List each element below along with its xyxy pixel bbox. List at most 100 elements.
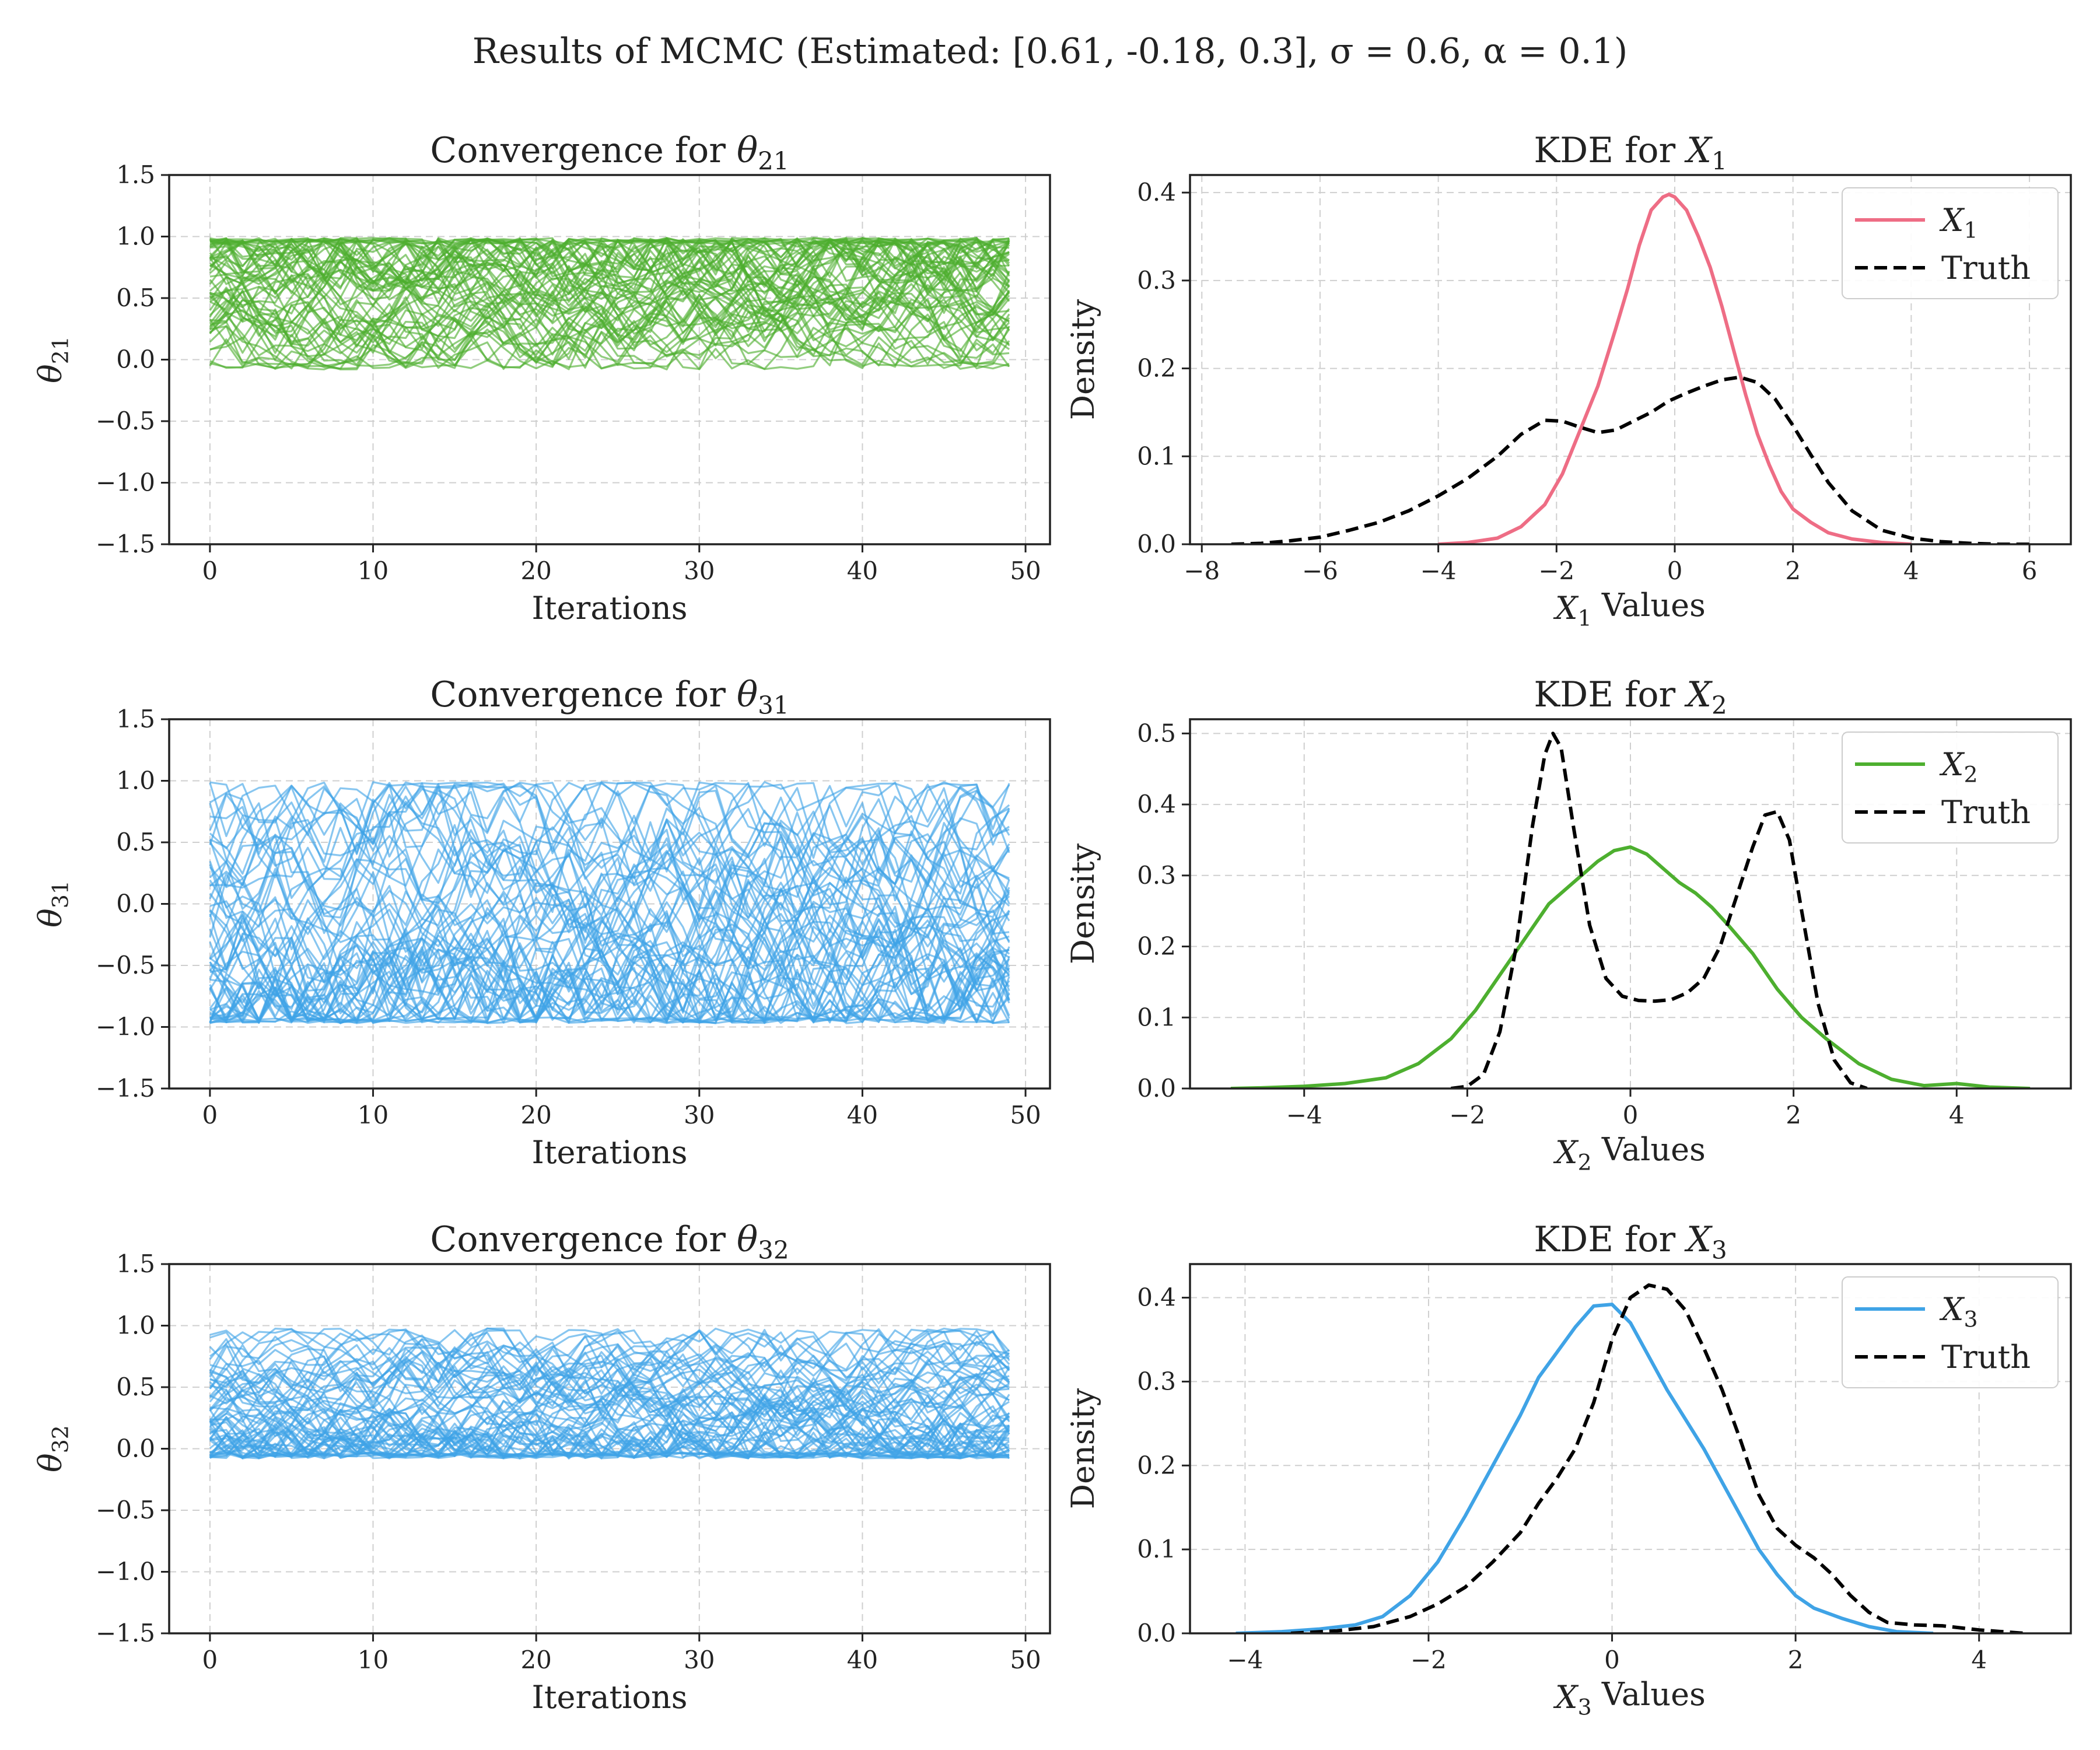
x-tick-label: 30	[684, 1101, 715, 1129]
trace-chain-57	[209, 1340, 1010, 1433]
trace-chain-50	[209, 280, 1010, 369]
x-axis-label: X2 Values	[1553, 1131, 1706, 1175]
trace-chain-39	[209, 1330, 1010, 1412]
y-tick-label: 1.5	[116, 705, 155, 733]
x-tick-label: 2	[1786, 1101, 1801, 1129]
trace-chain-52	[209, 237, 1010, 305]
panel-kde3: −4 −2 0 2 4 0.0 0.1 0.2 0.3 0.4 KDE for X3 X3 Value…	[1065, 1219, 2072, 1720]
x-tick-label: −4	[1420, 556, 1457, 585]
y-axis-label: θ32	[32, 1425, 73, 1472]
trace-chain-55	[209, 785, 1010, 955]
x-tick-label: 30	[684, 1646, 715, 1674]
x-tick-label: 10	[358, 1646, 388, 1674]
plot-area	[209, 781, 1010, 1024]
ticks: −4 −2 0 2 4 0.0 0.1 0.2 0.3 0.4 0.5	[1137, 719, 1964, 1129]
x-tick-label: −2	[1538, 556, 1574, 585]
trace-chain-45	[209, 908, 1010, 1023]
y-tick-label: 0.0	[1137, 1074, 1176, 1102]
plot-area	[209, 1327, 1010, 1460]
legend-label: Truth	[1941, 794, 2031, 831]
trace-chain-41	[209, 1362, 1010, 1428]
trace-chain-57	[209, 781, 1010, 929]
ticks: −8 −6 −4 −2 0 2 4 6 0.0 0.1 0.2 0.3 0.4	[1137, 178, 2037, 585]
y-tick-label: 1.0	[116, 222, 155, 251]
y-tick-label: 0.0	[116, 345, 155, 374]
y-tick-label: 1.5	[116, 1250, 155, 1278]
trace-chain-50	[209, 816, 1010, 981]
y-tick-label: 0.5	[116, 284, 155, 312]
y-tick-label: −1.5	[96, 1619, 155, 1647]
legend: X3 Truth	[1842, 1276, 2059, 1388]
trace-chain-57	[209, 284, 1010, 370]
trace-chain-56	[209, 237, 1010, 298]
y-axis-label: θ21	[32, 336, 73, 383]
y-tick-label: 0.4	[1137, 790, 1176, 818]
y-tick-label: 0.3	[1137, 861, 1176, 890]
axes-frame	[1189, 174, 2072, 545]
trace-chain-38	[209, 783, 1010, 960]
x-tick-label: 0	[1623, 1101, 1639, 1129]
panel-title: Convergence for θ32	[430, 1219, 789, 1265]
x-axis-label: Iterations	[532, 1134, 688, 1171]
y-tick-label: −0.5	[96, 1496, 155, 1524]
trace-chain-55	[209, 237, 1010, 306]
y-tick-label: 0.2	[1137, 354, 1176, 383]
trace-chain-43	[209, 1382, 1010, 1458]
x-axis-label: X1 Values	[1553, 587, 1706, 631]
ticks: 0 10 20 30 40 50 −1.5 −1.0 −0.5 0.0 0.5 1.0 1.5	[96, 1250, 1041, 1674]
trace-chain-49	[209, 885, 1010, 1023]
panels: 0 10 20 30 40 50 −1.5 −1.0 −0.5 0.0 0.5 1.0 1.5 Conve…	[32, 130, 2072, 1720]
panel-title: Convergence for θ21	[430, 130, 789, 176]
x-tick-label: −6	[1302, 556, 1338, 585]
trace-chain-53	[209, 781, 1010, 878]
plot-area	[1231, 192, 2030, 544]
x-tick-label: 30	[684, 556, 715, 585]
x-tick-label: 4	[1949, 1101, 1965, 1129]
x-tick-label: 40	[847, 556, 878, 585]
plot-area	[209, 237, 1010, 370]
trace-chain-54	[209, 782, 1010, 936]
trace-chain-58	[209, 302, 1010, 370]
x-axis-label: X3 Values	[1553, 1676, 1706, 1720]
y-tick-label: −1.0	[96, 468, 155, 497]
trace-chain-59	[209, 908, 1010, 1024]
trace-chain-51	[209, 1328, 1010, 1398]
trace-chain-58	[209, 903, 1010, 1022]
legend-label: X2	[1939, 746, 1978, 787]
y-tick-label: −1.0	[96, 1013, 155, 1041]
trace-chain-41	[209, 824, 1010, 984]
truth-kde-line	[1290, 1283, 2025, 1633]
trace-chain-9	[209, 1399, 1010, 1460]
estimated-kde-line	[1438, 192, 1912, 544]
x-tick-label: −4	[1227, 1646, 1263, 1674]
trace-chain-30	[209, 237, 1010, 299]
trace-chain-31	[209, 1332, 1010, 1421]
x-tick-label: 20	[520, 556, 551, 585]
trace-chain-28	[209, 802, 1010, 930]
trace-chain-55	[209, 1348, 1010, 1456]
trace-chain-35	[209, 906, 1010, 1024]
y-tick-label: 0.5	[116, 828, 155, 856]
y-tick-label: 0.2	[1137, 1451, 1176, 1479]
trace-chain-44	[209, 783, 1010, 911]
x-tick-label: 50	[1010, 1101, 1041, 1129]
y-tick-label: 0.2	[1137, 932, 1176, 961]
estimated-kde-line	[1230, 845, 2031, 1088]
trace-chain-25	[209, 869, 1010, 1023]
trace-chain-59	[209, 238, 1010, 306]
trace-chain-11	[209, 883, 1010, 1020]
panel-title: KDE for X1	[1534, 130, 1727, 176]
y-tick-label: 0.0	[116, 1434, 155, 1463]
y-tick-label: 0.1	[1137, 1003, 1176, 1031]
panel-title: KDE for X2	[1534, 674, 1727, 720]
x-tick-label: 40	[847, 1101, 878, 1129]
y-tick-label: 0.1	[1137, 442, 1176, 470]
y-axis-label: Density	[1065, 1388, 1101, 1509]
legend-label: X1	[1939, 202, 1978, 243]
trace-chain-27	[209, 782, 1010, 870]
y-tick-label: −0.5	[96, 407, 155, 435]
x-tick-label: 10	[358, 556, 388, 585]
trace-chain-27	[209, 1381, 1010, 1460]
trace-chain-52	[209, 858, 1010, 1024]
ticks: 0 10 20 30 40 50 −1.5 −1.0 −0.5 0.0 0.5 1.0 1.5	[96, 705, 1041, 1129]
